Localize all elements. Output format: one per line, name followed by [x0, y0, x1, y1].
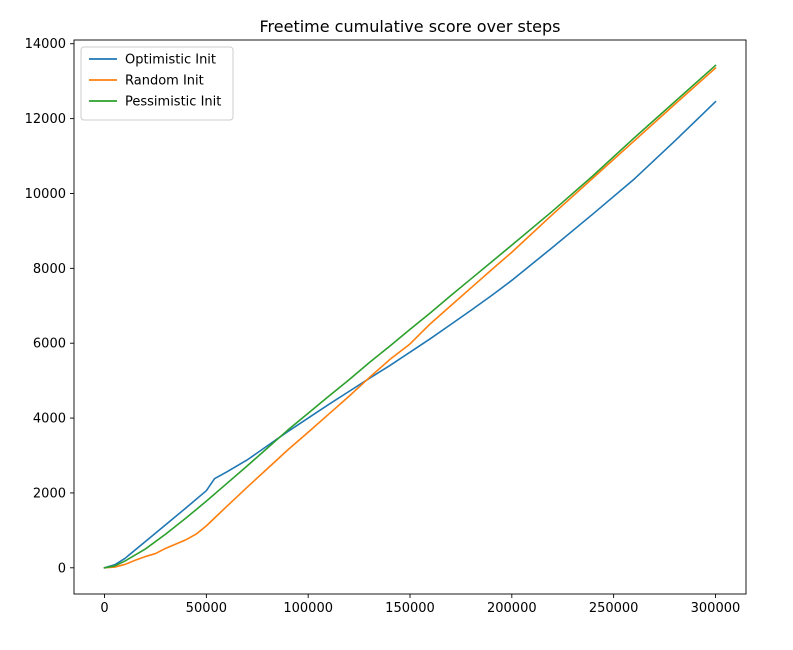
- series-line-3: [103, 64, 717, 569]
- legend: Optimistic Init Random Init Pessimistic In…: [80, 46, 234, 121]
- x-tick-label: 0: [100, 601, 108, 616]
- legend-label-1: Optimistic Init: [125, 53, 216, 68]
- x-tick-label: 150000: [385, 601, 435, 616]
- legend-label-2: Random Init: [125, 74, 204, 89]
- y-tick-label: 14000: [25, 37, 66, 52]
- x-tick-label: 200000: [487, 601, 537, 616]
- y-tick-label: 4000: [33, 412, 66, 427]
- y-tick-label: 6000: [33, 337, 66, 352]
- chart-title: Freetime cumulative score over steps: [259, 17, 560, 36]
- y-tick-label: 8000: [33, 262, 66, 277]
- series-line-1: [103, 100, 717, 569]
- series-line-2: [103, 66, 717, 569]
- y-tick-label: 12000: [25, 112, 66, 127]
- x-tick-label: 300000: [691, 601, 741, 616]
- x-tick-label: 100000: [283, 601, 333, 616]
- legend-label-3: Pessimistic Init: [125, 95, 221, 110]
- x-tick-label: 50000: [186, 601, 227, 616]
- y-tick-label: 0: [58, 561, 66, 576]
- plot-area: 0 50000 100000 150000 200000 250000 300000 0 200…: [25, 37, 747, 616]
- legend-box: [80, 46, 234, 121]
- y-tick-label: 10000: [25, 187, 66, 202]
- x-tick-label: 250000: [589, 601, 639, 616]
- y-tick-label: 2000: [33, 486, 66, 501]
